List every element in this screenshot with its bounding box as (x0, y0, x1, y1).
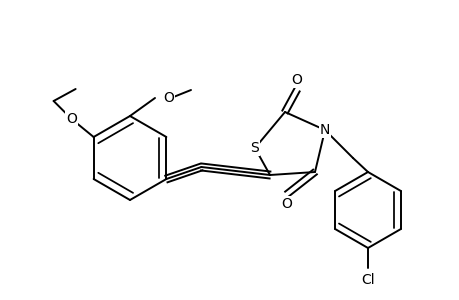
Text: N: N (319, 123, 330, 137)
Text: S: S (250, 141, 259, 155)
Text: O: O (162, 91, 174, 105)
Text: O: O (281, 197, 292, 211)
Text: O: O (66, 112, 77, 126)
Text: Cl: Cl (360, 273, 374, 287)
Text: O: O (291, 73, 302, 87)
